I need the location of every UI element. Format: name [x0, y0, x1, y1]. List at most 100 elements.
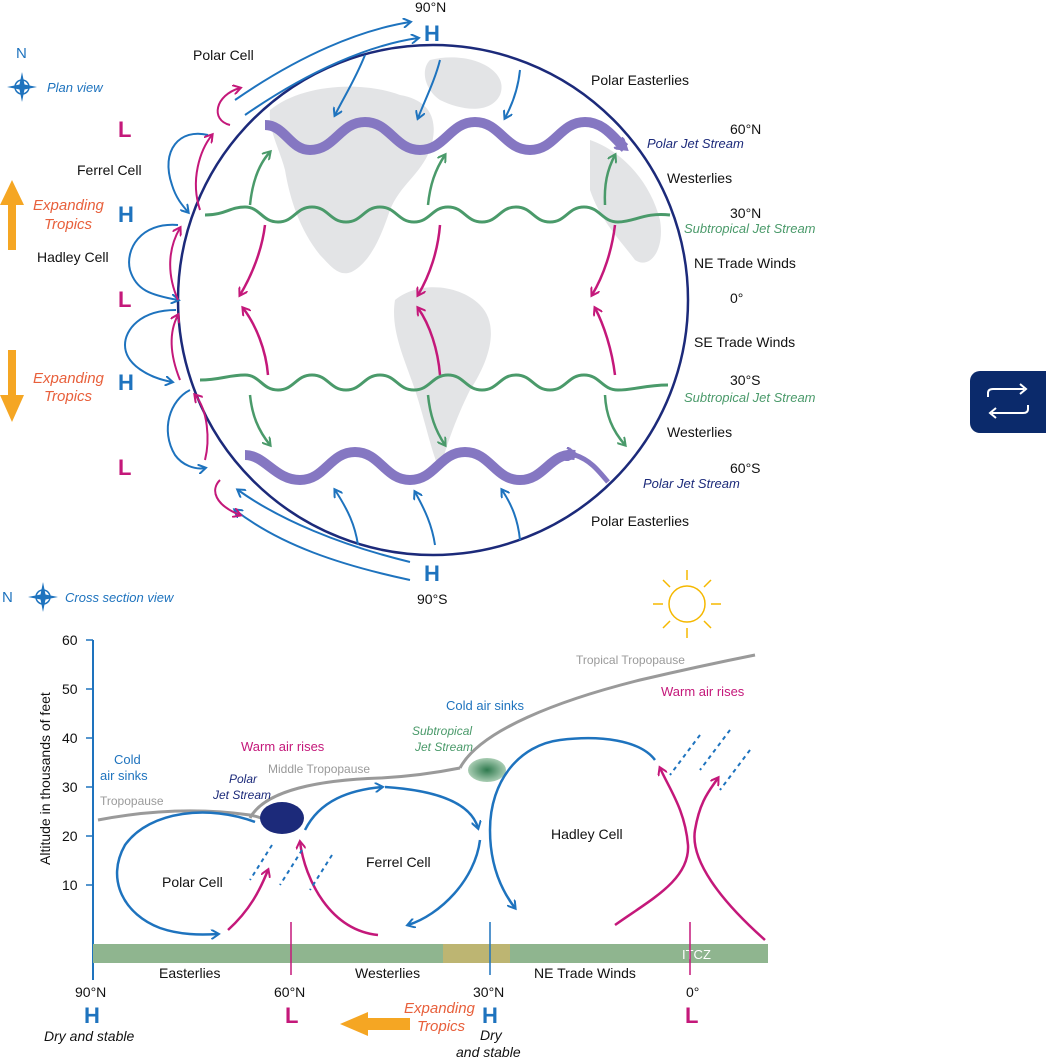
plan-cell-loops: [123, 88, 240, 515]
polar-jet-stream-core: [260, 802, 304, 834]
high-30n-cross: H: [482, 1003, 498, 1028]
low-0-cross: L: [685, 1003, 698, 1028]
polar-jet-north-label: Polar Jet Stream: [647, 136, 744, 151]
cross-section-view: N Cross section view Altitude in thousan…: [2, 570, 768, 1060]
north-polar-arrows: [234, 22, 521, 118]
subtropical-jet-north-label: Subtropical Jet Stream: [684, 221, 816, 236]
lat-0-label: 0°: [730, 290, 743, 306]
y-ticks: [86, 639, 93, 886]
expanding-tropics-south-line2: Tropics: [44, 388, 93, 405]
subtropical-jet-stream-core: [468, 758, 506, 782]
expanding-tropics-south-line1: Expanding: [33, 370, 105, 387]
plan-view: N Plan view: [0, 0, 816, 607]
y-tick-10: 10: [62, 877, 78, 893]
expanding-tropics-north-line1: Expanding: [33, 197, 105, 214]
westerlies-cross-label: Westerlies: [355, 965, 420, 981]
polar-cell-cross-label: Polar Cell: [162, 874, 223, 890]
ne-trade-cross-label: NE Trade Winds: [534, 965, 636, 981]
polar-jet-label-line2: Jet Stream: [212, 788, 271, 802]
south-high-label: H: [424, 561, 440, 586]
compass-icon: [7, 72, 37, 102]
subtropical-jet-stream-south: [199, 373, 669, 392]
se-trade-label: SE Trade Winds: [694, 334, 795, 350]
high-label-south-30: H: [118, 370, 134, 395]
polar-jet-stream-south: [244, 452, 575, 486]
dry-stable-30n-line1: Dry: [480, 1027, 503, 1043]
dry-stable-90n: Dry and stable: [44, 1028, 134, 1044]
north-high-label: H: [424, 21, 440, 46]
middle-tropopause-label: Middle Tropopause: [268, 762, 370, 776]
sun-icon: [653, 570, 721, 638]
lat-0-cross-label: 0°: [686, 984, 699, 1000]
polar-jet-stream-north: [264, 116, 625, 156]
expanding-arrow-down-icon: [0, 350, 24, 422]
y-tick-50: 50: [62, 681, 78, 697]
rain-dashes: [249, 729, 751, 891]
y-tick-30: 30: [62, 779, 78, 795]
y-tick-40: 40: [62, 730, 78, 746]
westerlies-north-label: Westerlies: [667, 170, 732, 186]
westerlies-arrows-south: [248, 394, 625, 445]
subtropical-jet-stream-north: [204, 205, 671, 224]
ne-trade-arrows: [240, 224, 617, 295]
polar-easterlies-south-label: Polar Easterlies: [591, 513, 689, 529]
tropopause-label: Tropopause: [100, 794, 164, 808]
polar-cell-label: Polar Cell: [193, 47, 254, 63]
westerlies-south-label: Westerlies: [667, 424, 732, 440]
lat-60s-label: 60°S: [730, 460, 761, 476]
low-label-south: L: [118, 455, 131, 480]
tropical-tropopause-label: Tropical Tropopause: [576, 653, 685, 667]
y-tick-60: 60: [62, 632, 78, 648]
cross-compass-icon: [28, 582, 58, 612]
expanding-arrow-left-icon: [340, 1012, 410, 1036]
westerlies-arrows-north: [248, 152, 615, 206]
expanding-arrow-up-icon: [0, 180, 24, 250]
subtropical-band: [443, 944, 510, 963]
ferrel-cell-cross-label: Ferrel Cell: [366, 854, 431, 870]
cold-air-sinks-left-line2: air sinks: [100, 768, 148, 783]
subtropical-jet-label-line1: Subtropical: [412, 724, 472, 738]
polar-easterlies-north-label: Polar Easterlies: [591, 72, 689, 88]
easterlies-label: Easterlies: [159, 965, 220, 981]
lat-90n-cross-label: 90°N: [75, 984, 106, 1000]
polar-jet-south-label: Polar Jet Stream: [643, 476, 740, 491]
cross-compass-north-label: N: [2, 589, 13, 606]
warm-air-rises-left-label: Warm air rises: [241, 739, 325, 754]
ferrel-cell-label: Ferrel Cell: [77, 162, 142, 178]
cross-view-label: Cross section view: [65, 590, 175, 605]
polar-jet-south-tail: [574, 452, 610, 484]
lat-90s-label: 90°S: [417, 591, 448, 607]
lat-30n-cross-label: 30°N: [473, 984, 504, 1000]
low-60n-cross: L: [285, 1003, 298, 1028]
se-trade-arrows: [243, 308, 617, 376]
dry-stable-30n-line2: and stable: [456, 1044, 521, 1060]
warm-air-rises-right-label: Warm air rises: [661, 684, 745, 699]
polar-jet-label-line1: Polar: [229, 772, 258, 786]
cross-cell-loops: [115, 736, 766, 941]
y-axis-label: Altitude in thousands of feet: [37, 692, 53, 865]
south-polar-arrows: [235, 490, 521, 581]
high-label-north-30: H: [118, 202, 134, 227]
low-label-1: L: [118, 117, 131, 142]
hadley-cell-cross-label: Hadley Cell: [551, 826, 623, 842]
hadley-cell-label: Hadley Cell: [37, 249, 109, 265]
low-label-equator: L: [118, 287, 131, 312]
lat-30s-label: 30°S: [730, 372, 761, 388]
lat-30n-label: 30°N: [730, 205, 761, 221]
expanding-tropics-bottom-line1: Expanding: [404, 1000, 476, 1017]
cold-air-sinks-mid-label: Cold air sinks: [446, 698, 525, 713]
compass-north-label: N: [16, 45, 27, 62]
ne-trade-label: NE Trade Winds: [694, 255, 796, 271]
swap-arrows-icon: [987, 383, 1029, 419]
cold-air-sinks-left-line1: Cold: [114, 752, 141, 767]
plan-view-label: Plan view: [47, 80, 104, 95]
ground-strip: [93, 944, 768, 963]
expanding-tropics-bottom-line2: Tropics: [417, 1018, 466, 1035]
itcz-label: ITCZ: [682, 947, 711, 962]
swap-view-button[interactable]: [970, 371, 1046, 433]
y-tick-20: 20: [62, 828, 78, 844]
subtropical-jet-south-label: Subtropical Jet Stream: [684, 390, 816, 405]
lat-60n-cross-label: 60°N: [274, 984, 305, 1000]
lat-90n-label: 90°N: [415, 0, 446, 15]
